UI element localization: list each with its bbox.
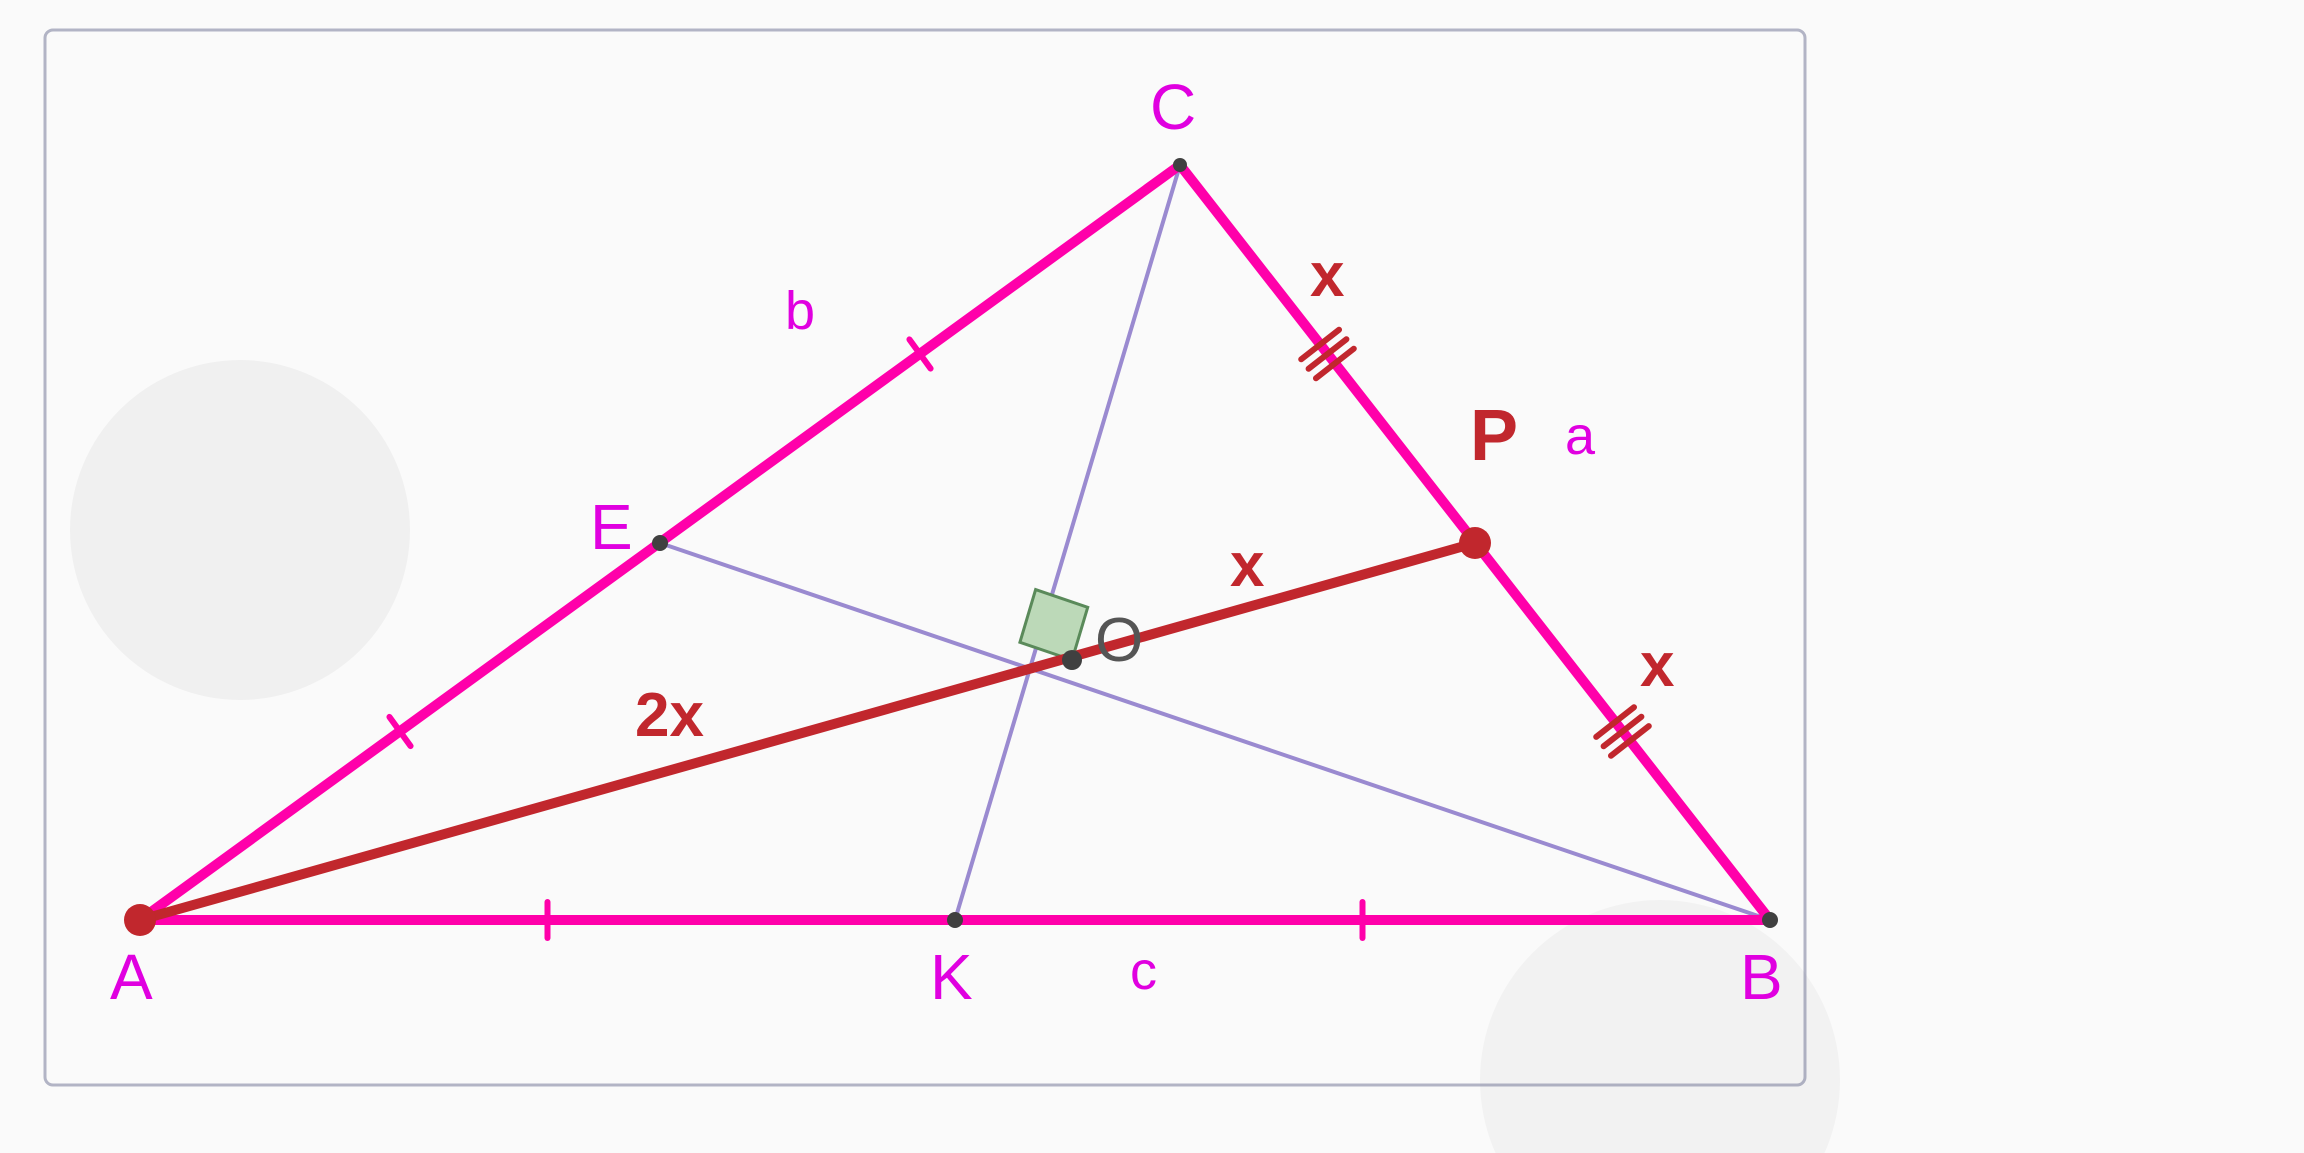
label-O: O: [1095, 605, 1143, 676]
label-E: E: [590, 490, 633, 564]
label-a: a: [1565, 405, 1595, 467]
label-K: K: [930, 940, 973, 1014]
label-2x-AO: 2x: [635, 680, 704, 751]
label-x-CP: x: [1310, 240, 1344, 311]
label-x-PB: x: [1640, 630, 1674, 701]
label-c: c: [1130, 940, 1157, 1002]
label-A: A: [110, 940, 153, 1014]
diagram-stage: A B C E K O P a b c x x x 2x: [0, 0, 2304, 1153]
label-C: C: [1150, 70, 1196, 144]
label-P: P: [1470, 395, 1518, 477]
label-B: B: [1740, 940, 1783, 1014]
label-x-OP: x: [1230, 530, 1264, 601]
label-b: b: [785, 280, 815, 342]
